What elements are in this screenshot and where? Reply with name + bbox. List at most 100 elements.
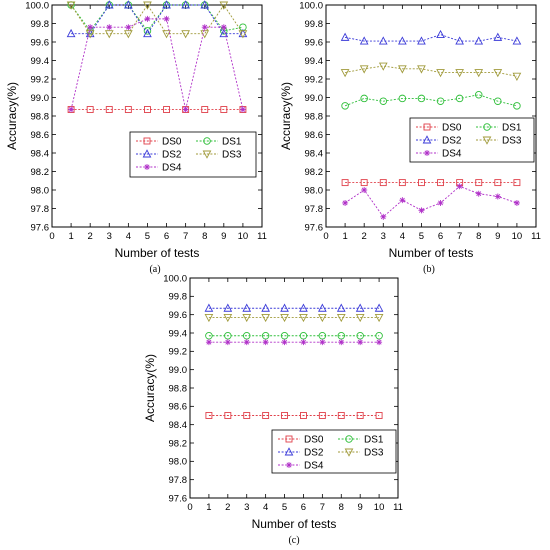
- data-point-ds0: [318, 412, 326, 419]
- data-point-ds2: [318, 303, 327, 312]
- legend-marker: [423, 123, 431, 131]
- data-point-ds3: [261, 313, 270, 323]
- data-point-ds4: [399, 197, 406, 204]
- series-ds2: [340, 29, 522, 45]
- data-point-ds3: [398, 65, 407, 74]
- legend-entry-ds3: DS3: [196, 150, 242, 161]
- data-point-ds1: [436, 97, 445, 105]
- x-tick-label: 5: [145, 231, 150, 242]
- data-point-ds1: [379, 97, 388, 105]
- legend: DS0 DS1 DS2 DS3 DS4: [409, 117, 535, 163]
- legend-box: [271, 429, 397, 474]
- y-tick-label: 98.0: [305, 185, 324, 196]
- data-point-ds0: [281, 412, 288, 419]
- x-tick-label: 7: [183, 231, 188, 242]
- x-tick-label: 5: [282, 502, 287, 513]
- chart-panel-b: 0 1 2 3 4 5 6 7 8 9 10 11 97.6 97.8 98.0 98.2 98.4 98.6 98…: [279, 0, 541, 275]
- y-tick-label: 99.2: [31, 74, 50, 85]
- data-point-ds4: [456, 183, 463, 190]
- x-tick-label: 3: [107, 231, 112, 242]
- y-tick-label: 97.8: [169, 475, 188, 486]
- legend-marker: [284, 447, 294, 456]
- data-point-ds3: [66, 1, 76, 10]
- data-point-ds0: [418, 179, 425, 187]
- data-point-ds1: [299, 332, 308, 340]
- data-point-ds2: [417, 36, 426, 45]
- data-point-ds1: [337, 332, 346, 340]
- data-point-ds0: [513, 179, 521, 187]
- data-point-ds2: [359, 36, 369, 45]
- data-point-ds2: [299, 303, 308, 312]
- x-tick-label: 11: [531, 231, 541, 242]
- y-axis-title: Accuracy(%): [5, 82, 19, 150]
- y-tick-label: 98.4: [305, 148, 324, 159]
- data-point-ds1: [341, 102, 349, 110]
- data-point-ds4: [494, 193, 501, 200]
- x-tick-label: 10: [512, 231, 523, 242]
- data-point-ds3: [455, 69, 464, 78]
- data-point-ds0: [379, 179, 387, 187]
- y-tick-label: 99.6: [169, 310, 188, 321]
- data-point-ds3: [374, 313, 384, 323]
- legend-entry-ds2: DS2: [278, 447, 324, 459]
- plot-frame: [51, 4, 263, 228]
- data-point-ds1: [398, 94, 407, 103]
- data-point-ds1: [375, 332, 383, 340]
- legend-label: DS0: [442, 123, 462, 134]
- data-point-ds0: [224, 412, 232, 419]
- y-tick-label: 98.4: [169, 420, 188, 431]
- data-point-ds1: [143, 27, 152, 35]
- legend-marker: [424, 150, 430, 156]
- data-point-ds3: [417, 65, 426, 74]
- y-tick-label: 97.6: [305, 222, 324, 233]
- data-point-ds2: [436, 29, 445, 39]
- chart-panel-c: 0 1 2 3 4 5 6 7 8 9 10 11 97.6 97.8 98.0 98.2 98.4 98.6 98…: [143, 273, 403, 546]
- series-ds0: [205, 412, 383, 419]
- y-tick-label: 99.4: [31, 56, 50, 67]
- data-point-ds4: [243, 339, 250, 346]
- data-point-ds3: [299, 313, 308, 323]
- data-point-ds1: [242, 332, 251, 340]
- series-line-ds2: [345, 34, 517, 42]
- y-tick-label: 99.4: [169, 328, 188, 339]
- x-tick-label: 4: [400, 231, 405, 242]
- legend-marker: [422, 135, 432, 144]
- data-point-ds1: [280, 332, 289, 340]
- data-point-ds3: [181, 30, 190, 39]
- y-tick-label: 98.6: [305, 130, 324, 141]
- data-point-ds2: [280, 303, 289, 312]
- x-tick-label: 2: [362, 231, 367, 242]
- data-point-ds0: [163, 106, 170, 113]
- x-tick-label: 11: [393, 502, 403, 513]
- data-point-ds3: [493, 69, 503, 78]
- x-axis-title: Number of tests: [115, 246, 200, 260]
- data-point-ds3: [280, 313, 289, 323]
- series-ds1: [341, 90, 521, 110]
- data-point-ds2: [66, 28, 76, 38]
- data-point-ds1: [261, 332, 270, 340]
- data-point-ds3: [355, 313, 365, 323]
- y-tick-label: 100.0: [25, 0, 49, 11]
- y-tick-label: 98.0: [31, 185, 50, 196]
- data-point-ds2: [374, 303, 384, 312]
- data-point-ds4: [418, 207, 425, 214]
- legend-label: DS1: [502, 123, 522, 134]
- data-point-ds0: [341, 179, 349, 187]
- y-tick-label: 98.8: [31, 111, 50, 122]
- data-point-ds4: [357, 339, 364, 346]
- series-line-ds4: [70, 18, 244, 110]
- legend-entry-ds0: DS0: [278, 435, 324, 446]
- data-point-ds2: [200, 0, 210, 9]
- data-point-ds3: [223, 313, 233, 323]
- legend-entry-ds1: DS1: [196, 137, 242, 148]
- x-tick-label: 6: [164, 231, 169, 242]
- y-tick-label: 100.0: [163, 273, 187, 284]
- legend-entry-ds4: DS4: [416, 149, 462, 160]
- data-point-ds4: [163, 15, 170, 22]
- series-ds0: [341, 179, 521, 187]
- y-tick-label: 98.6: [31, 130, 50, 141]
- legend-label: DS1: [364, 435, 384, 446]
- data-point-ds1: [417, 94, 426, 103]
- y-tick-label: 99.4: [305, 56, 324, 67]
- data-point-ds1: [455, 94, 464, 103]
